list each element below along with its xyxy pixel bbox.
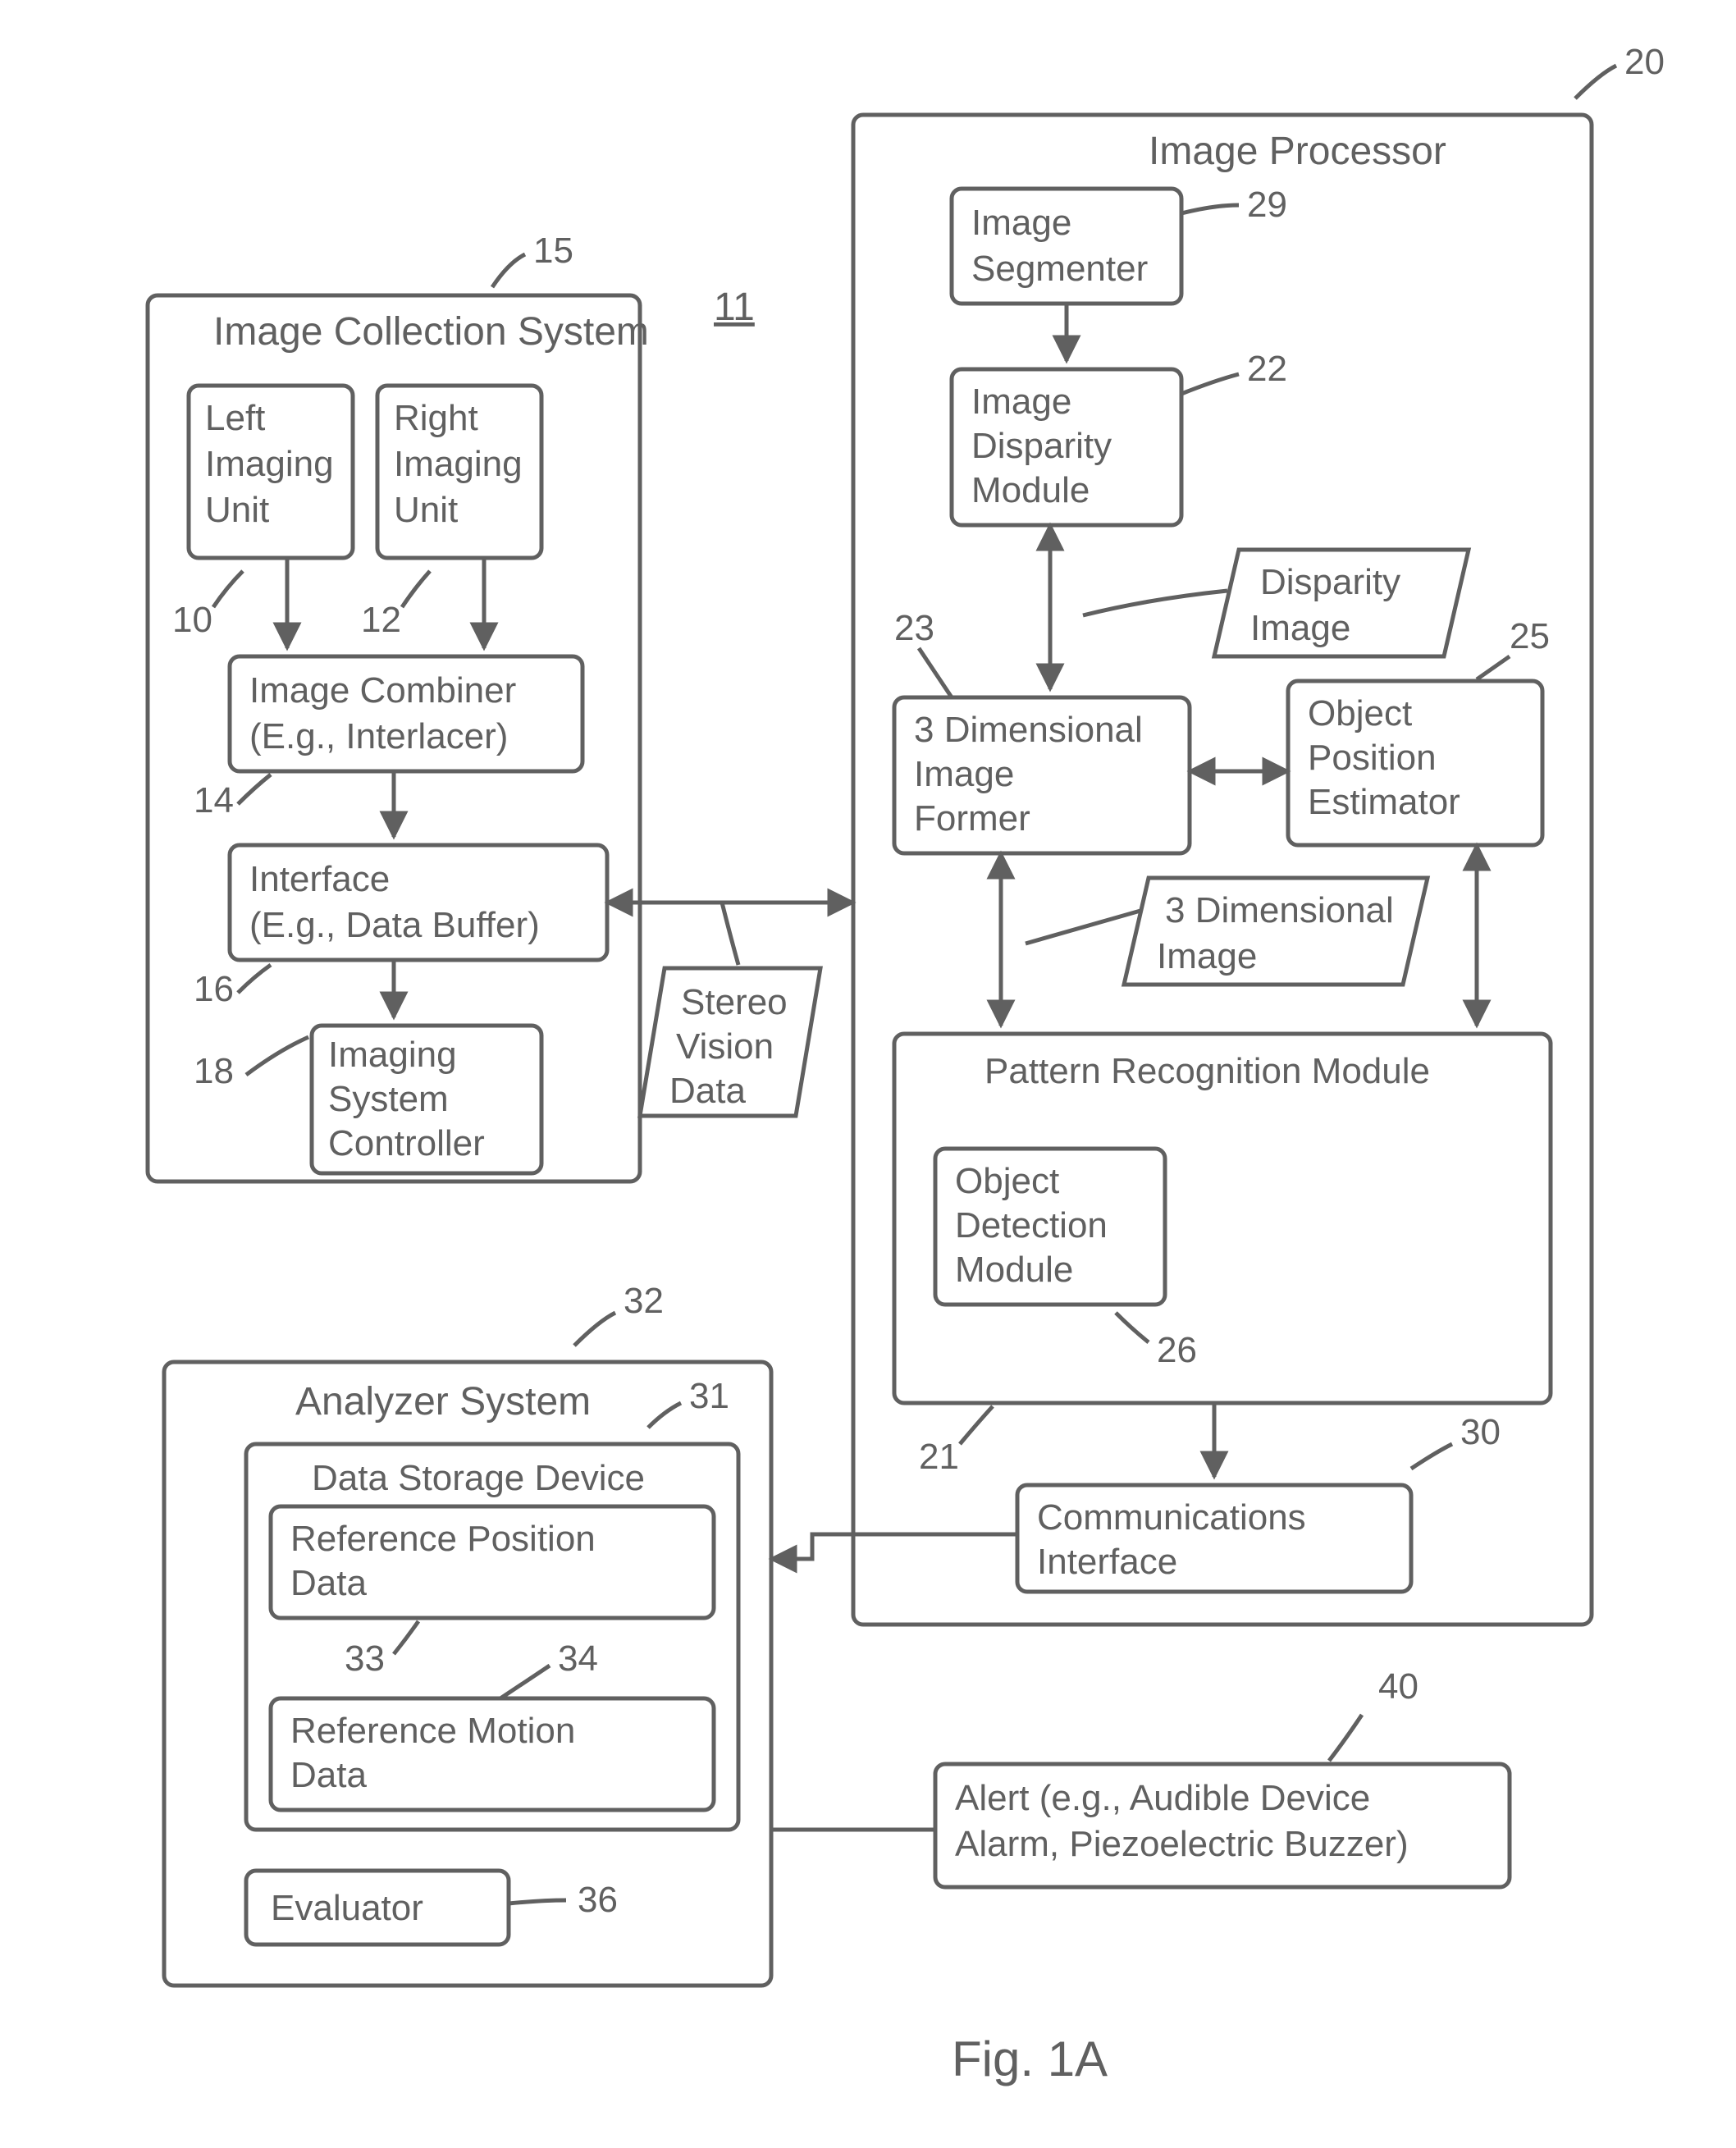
reference-position-data: Reference Position Data xyxy=(271,1506,714,1618)
ref-21: 21 xyxy=(919,1437,959,1477)
svg-text:Alert (e.g., Audible Device: Alert (e.g., Audible Device xyxy=(955,1778,1370,1818)
svg-text:Module: Module xyxy=(955,1250,1073,1290)
svg-text:Data: Data xyxy=(290,1563,367,1603)
svg-text:Pattern Recognition Module: Pattern Recognition Module xyxy=(984,1051,1430,1091)
svg-text:Data: Data xyxy=(290,1755,367,1795)
svg-text:Data Storage Device: Data Storage Device xyxy=(312,1458,645,1498)
evaluator: Evaluator xyxy=(246,1871,509,1945)
three-d-image-data: 3 Dimensional Image xyxy=(1124,878,1428,985)
ref-10: 10 xyxy=(172,600,212,640)
svg-text:Image: Image xyxy=(1157,936,1257,976)
ref-40: 40 xyxy=(1378,1666,1418,1707)
ref-34: 34 xyxy=(558,1638,598,1679)
analyzer-system: Analyzer System 32 Data Storage Device 3… xyxy=(164,1281,771,1986)
svg-text:Data: Data xyxy=(669,1071,746,1111)
ref-32: 32 xyxy=(624,1281,664,1321)
svg-text:Communications: Communications xyxy=(1037,1497,1306,1538)
svg-text:(E.g., Interlacer): (E.g., Interlacer) xyxy=(249,716,508,756)
left-imaging-unit: Left Imaging Unit xyxy=(189,386,353,558)
svg-text:Left: Left xyxy=(205,398,265,438)
stereo-vision-data: Stereo Vision Data xyxy=(640,968,820,1116)
svg-text:Estimator: Estimator xyxy=(1308,782,1460,822)
svg-text:Module: Module xyxy=(971,470,1090,510)
image-combiner: Image Combiner (E.g., Interlacer) xyxy=(230,656,582,771)
ref-33: 33 xyxy=(345,1638,385,1679)
svg-text:Reference Position: Reference Position xyxy=(290,1519,596,1559)
right-imaging-unit: Right Imaging Unit xyxy=(377,386,541,558)
svg-text:Disparity: Disparity xyxy=(1260,562,1400,602)
analyzer-title: Analyzer System xyxy=(295,1380,591,1424)
svg-text:Reference Motion: Reference Motion xyxy=(290,1711,575,1751)
reference-motion-data: Reference Motion Data xyxy=(271,1698,714,1810)
ref-15: 15 xyxy=(533,231,573,271)
image-segmenter: Image Segmenter xyxy=(952,189,1181,304)
svg-text:Imaging: Imaging xyxy=(205,444,334,484)
ref-36: 36 xyxy=(578,1880,618,1920)
ref-30: 30 xyxy=(1460,1412,1501,1452)
three-d-image-former: 3 Dimensional Image Former xyxy=(894,697,1190,853)
image-collection-system: Image Collection System 15 Left Imaging … xyxy=(148,231,649,1181)
ref-29: 29 xyxy=(1247,185,1287,225)
svg-text:Unit: Unit xyxy=(205,490,269,530)
svg-text:Image: Image xyxy=(971,203,1071,243)
svg-text:Segmenter: Segmenter xyxy=(971,249,1148,289)
object-position-estimator: Object Position Estimator xyxy=(1288,681,1542,845)
ref-16: 16 xyxy=(194,969,234,1009)
svg-text:System: System xyxy=(328,1079,449,1119)
svg-text:(E.g., Data Buffer): (E.g., Data Buffer) xyxy=(249,905,540,945)
ref-12: 12 xyxy=(361,600,401,640)
svg-text:Object: Object xyxy=(955,1161,1059,1201)
ref-14: 14 xyxy=(194,780,234,820)
ref-20: 20 xyxy=(1624,42,1665,82)
image-processor: Image Processor 20 Image Segmenter 29 Im… xyxy=(853,42,1665,1625)
pattern-recognition-module: Pattern Recognition Module Object Detect… xyxy=(894,1034,1551,1403)
ref-22: 22 xyxy=(1247,349,1287,389)
svg-text:Controller: Controller xyxy=(328,1123,485,1163)
svg-text:Stereo: Stereo xyxy=(681,982,788,1022)
svg-text:Evaluator: Evaluator xyxy=(271,1888,423,1928)
svg-text:Image: Image xyxy=(914,754,1014,794)
svg-text:Right: Right xyxy=(394,398,478,438)
disparity-image-data: Disparity Image xyxy=(1214,550,1469,656)
ref-26: 26 xyxy=(1157,1330,1197,1370)
object-detection-module: Object Detection Module xyxy=(935,1149,1165,1305)
ref-23: 23 xyxy=(894,608,934,648)
imaging-system-controller: Imaging System Controller xyxy=(312,1026,541,1173)
ip-title: Image Processor xyxy=(1149,130,1446,173)
svg-text:Position: Position xyxy=(1308,738,1437,778)
svg-text:Imaging: Imaging xyxy=(394,444,523,484)
svg-text:Detection: Detection xyxy=(955,1205,1108,1245)
ref-25: 25 xyxy=(1510,616,1550,656)
ref-11: 11 xyxy=(714,286,755,329)
image-disparity-module: Image Disparity Module xyxy=(952,369,1181,525)
svg-text:Disparity: Disparity xyxy=(971,426,1112,466)
svg-text:Alarm, Piezoelectric Buzzer): Alarm, Piezoelectric Buzzer) xyxy=(955,1824,1409,1864)
svg-text:Vision: Vision xyxy=(676,1026,774,1067)
svg-text:Interface: Interface xyxy=(1037,1542,1177,1582)
svg-text:Object: Object xyxy=(1308,693,1412,734)
ics-title: Image Collection System xyxy=(213,310,649,354)
communications-interface: Communications Interface xyxy=(1017,1485,1411,1592)
figure-caption: Fig. 1A xyxy=(952,2031,1108,2086)
svg-text:Interface: Interface xyxy=(249,859,390,899)
svg-text:3 Dimensional: 3 Dimensional xyxy=(914,710,1143,750)
svg-text:Image Combiner: Image Combiner xyxy=(249,670,516,711)
interface-buffer: Interface (E.g., Data Buffer) xyxy=(230,845,607,960)
svg-text:Image: Image xyxy=(1250,608,1350,648)
ref-31: 31 xyxy=(689,1376,729,1416)
svg-text:Unit: Unit xyxy=(394,490,458,530)
svg-text:Imaging: Imaging xyxy=(328,1035,457,1075)
ref-18: 18 xyxy=(194,1051,234,1091)
svg-text:3 Dimensional: 3 Dimensional xyxy=(1165,890,1394,930)
svg-text:Image: Image xyxy=(971,382,1071,422)
alert-device: Alert (e.g., Audible Device Alarm, Piezo… xyxy=(935,1764,1510,1887)
svg-text:Former: Former xyxy=(914,798,1030,839)
